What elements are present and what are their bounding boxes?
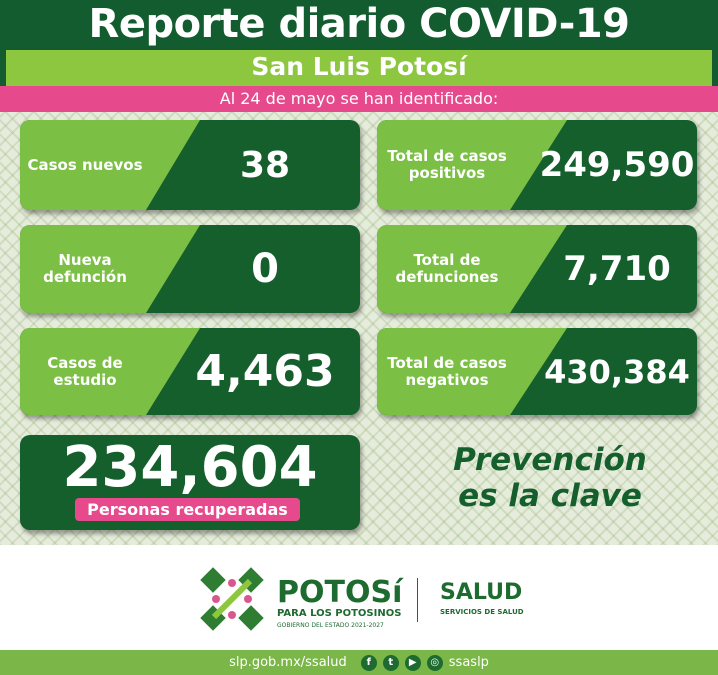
stat-value: 38 — [239, 144, 291, 186]
potosi-tagline: PARA LOS POTOSINOS — [277, 608, 402, 619]
gobierno-text: GOBIERNO DEL ESTADO 2021-2027 — [277, 622, 384, 629]
instagram-icon[interactable]: ◎ — [426, 654, 443, 671]
stat-card: Nueva defunción 0 — [20, 225, 360, 313]
potosi-logo-text: POTOSí — [277, 575, 403, 610]
twitter-icon[interactable]: t — [382, 654, 399, 671]
salud-logo-text: SALUD — [440, 580, 523, 605]
report-title: Reporte diario COVID-19 — [0, 0, 718, 50]
recovered-card: 234,604 Personas recuperadas — [20, 435, 360, 530]
youtube-icon[interactable]: ▶ — [404, 654, 421, 671]
stat-card: Casos nuevos 38 — [20, 120, 360, 210]
social-handle: ssaslp — [448, 655, 489, 670]
stat-card: Total de defunciones 7,710 — [377, 225, 697, 313]
stat-value: 0 — [251, 246, 279, 292]
footer-bar: slp.gob.mx/ssalud f t ▶ ◎ ssaslp — [0, 650, 718, 675]
logo-area — [0, 545, 718, 650]
stat-value: 430,384 — [544, 352, 690, 391]
stat-card: Total de casos positivos 249,590 — [377, 120, 697, 210]
stat-card: Total de casos negativos 430,384 — [377, 328, 697, 415]
region-banner: San Luis Potosí — [0, 50, 718, 86]
stat-value: 249,590 — [539, 145, 695, 185]
servicios-text: SERVICIOS DE SALUD — [440, 608, 524, 616]
date-banner: Al 24 de mayo se han identificado: — [0, 86, 718, 112]
recovered-label: Personas recuperadas — [75, 498, 300, 521]
slogan-line2: es la clave — [458, 478, 642, 514]
stat-label: Casos de estudio — [47, 353, 123, 389]
stat-value: 4,463 — [195, 346, 335, 397]
website-link[interactable]: slp.gob.mx/ssalud — [229, 655, 347, 670]
recovered-value: 234,604 — [62, 435, 318, 500]
stat-label: Total de casos positivos — [387, 147, 507, 182]
stat-label: Total de casos negativos — [387, 353, 507, 389]
facebook-icon[interactable]: f — [360, 654, 377, 671]
slogan: Prevención es la clave — [415, 442, 685, 514]
stat-card: Casos de estudio 4,463 — [20, 328, 360, 415]
slogan-line1: Prevención — [453, 442, 647, 478]
stat-label: Nueva defunción — [43, 251, 127, 286]
stat-label: Casos nuevos — [27, 155, 143, 174]
stat-label: Total de defunciones — [395, 251, 499, 286]
stat-value: 7,710 — [563, 249, 671, 289]
logo-divider — [417, 578, 418, 622]
potosi-emblem-logo — [200, 567, 264, 631]
